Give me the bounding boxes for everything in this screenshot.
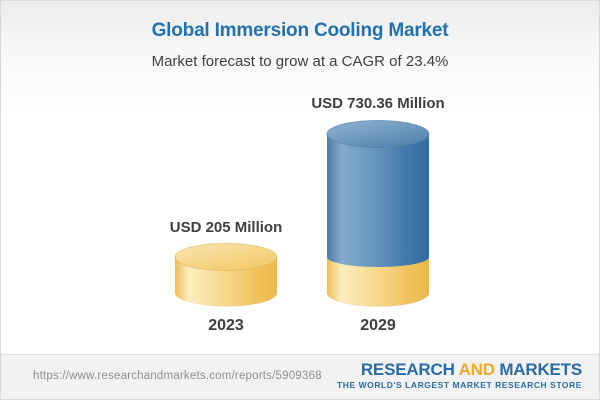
research-and-markets-logo[interactable]: RESEARCH AND MARKETS THE WORLD'S LARGEST… [337, 360, 582, 391]
cylinder-chart [174, 120, 430, 307]
chart-subtitle: Market forecast to grow at a CAGR of 23.… [151, 53, 449, 70]
logo-word-research: RESEARCH [360, 360, 455, 379]
cylinder-2029-top [326, 120, 430, 148]
cylinder-2029 [326, 120, 430, 307]
cylinder-2023-top [174, 243, 278, 271]
cylinder-2023 [174, 243, 278, 307]
logo-tagline: THE WORLD'S LARGEST MARKET RESEARCH STOR… [337, 380, 582, 390]
chart-title: Global Immersion Cooling Market [151, 20, 449, 41]
report-url-link[interactable]: https://www.researchandmarkets.com/repor… [33, 370, 322, 382]
value-label-2029: USD 730.36 Million [311, 95, 445, 112]
category-label-2029: 2029 [360, 317, 396, 334]
logo-word-and: AND [458, 360, 495, 379]
logo-wordmark: RESEARCH AND MARKETS [337, 360, 582, 380]
category-label-2023: 2023 [208, 317, 244, 334]
cylinder-2023-body [175, 257, 277, 307]
cylinder-2029-blue-body [327, 134, 429, 307]
logo-word-markets: MARKETS [499, 360, 582, 379]
cylinder-2029-gold-base [327, 257, 429, 307]
footer-bar: https://www.researchandmarkets.com/repor… [1, 354, 599, 399]
value-label-2023: USD 205 Million [169, 219, 283, 236]
